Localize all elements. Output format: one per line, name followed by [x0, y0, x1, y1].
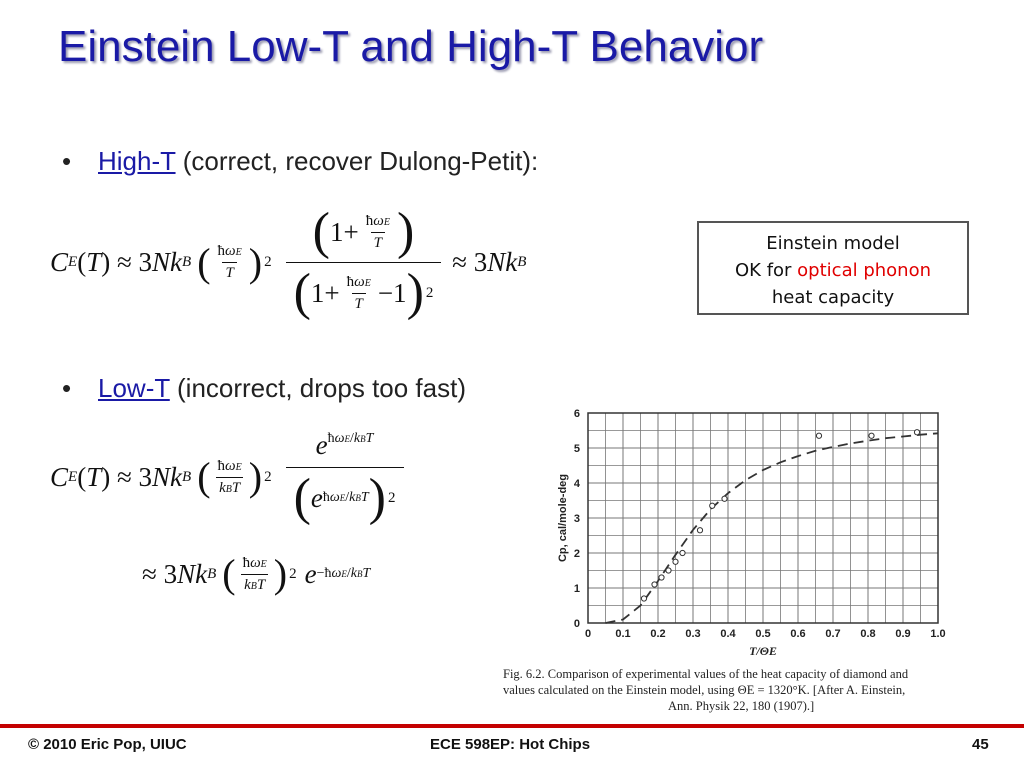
plot-frame	[587, 412, 939, 624]
experimental-data-point	[709, 502, 716, 509]
experimental-data-point	[815, 432, 823, 439]
y-tick-label: 6	[574, 408, 580, 420]
note-line-1: Einstein model	[766, 233, 900, 254]
high-t-link[interactable]: High-T	[98, 146, 176, 176]
einstein-model-curve	[605, 432, 939, 624]
bullet-low-t: • Low-T (incorrect, drops too fast)	[62, 373, 466, 404]
x-tick-label: 0.2	[650, 628, 665, 640]
x-tick-label: 0.7	[825, 628, 840, 640]
bullet-text: (incorrect, drops too fast)	[169, 373, 467, 403]
footer-page-number: 45	[972, 736, 989, 753]
einstein-model-note: Einstein model OK for optical phonon hea…	[697, 221, 969, 315]
x-tick-label: 0.1	[615, 628, 630, 640]
x-tick-label: 0.6	[790, 628, 805, 640]
experimental-data-point	[651, 581, 658, 588]
footer-divider	[0, 724, 1024, 728]
experimental-data-point	[640, 595, 648, 602]
experimental-data-point	[913, 429, 921, 436]
bullet-high-t: • High-T (correct, recover Dulong-Petit):	[62, 146, 538, 177]
y-tick-label: 3	[574, 513, 580, 525]
y-axis-label: Cp, cal/mole-deg	[557, 474, 569, 562]
y-tick-label: 1	[574, 583, 580, 595]
caption-line-3: Ann. Physik 22, 180 (1907).]	[668, 699, 815, 713]
footer-course: ECE 598EP: Hot Chips	[430, 736, 591, 753]
footer-copyright: © 2010 Eric Pop, UIUC	[28, 736, 187, 753]
bullet-text: (correct, recover Dulong-Petit):	[175, 146, 539, 176]
x-axis-label: T/ΘE	[749, 644, 777, 658]
equation-high-t: C E(T) ≈ 3 Nk B (ħωE T) 2 (1+ ħωE T) (1+ ħωE T −1)…	[50, 203, 527, 321]
experimental-data-point	[696, 527, 704, 534]
x-tick-label: 0.9	[895, 628, 910, 640]
note-line-2-prefix: OK for	[735, 260, 798, 281]
y-tick-label: 0	[574, 618, 580, 630]
x-tick-label: 0.8	[860, 628, 875, 640]
equation-low-t: C E(T) ≈ 3 Nk B (ħωE kBT) 2 eħωE/kBT (e ħωE/kB…	[50, 430, 408, 524]
y-tick-label: 2	[574, 548, 580, 560]
caption-line-2: values calculated on the Einstein model,…	[503, 683, 906, 697]
experimental-data-point	[721, 495, 728, 502]
bullet-dot: •	[62, 373, 72, 403]
experimental-data-point	[665, 567, 672, 574]
x-tick-label: 0.3	[685, 628, 700, 640]
low-t-link[interactable]: Low-T	[98, 373, 170, 403]
figure-caption: Fig. 6.2. Comparison of experimental val…	[503, 666, 1008, 714]
bullet-dot: •	[62, 146, 72, 176]
x-tick-label: 1.0	[930, 628, 945, 640]
experimental-data-point	[679, 549, 686, 557]
x-tick-label: 0	[585, 628, 591, 640]
note-line-2: OK for optical phonon	[699, 257, 967, 284]
y-tick-label: 4	[574, 478, 581, 490]
y-tick-label: 5	[574, 443, 580, 455]
x-tick-label: 0.5	[755, 628, 770, 640]
note-highlight: optical phonon	[797, 260, 931, 281]
experimental-data-point	[658, 574, 665, 581]
note-line-3: heat capacity	[771, 287, 895, 308]
experimental-data-point	[868, 432, 875, 439]
caption-line-1: Fig. 6.2. Comparison of experimental val…	[503, 667, 909, 681]
experimental-data-point	[672, 558, 679, 565]
heat-capacity-chart: 0 0.1 0.2 0.3 0.4 0.5 0.6 0.7 0.8 0.9 1.0 0 1 2 3 4 5 6 T/…	[557, 408, 946, 658]
slide-title: Einstein Low-T and High-T Behavior	[58, 22, 764, 71]
equation-low-t-limit: ≈ 3 Nk B (ħωE kBT) 2 e −ħωE/kBT	[142, 551, 371, 596]
x-tick-label: 0.4	[720, 628, 736, 640]
